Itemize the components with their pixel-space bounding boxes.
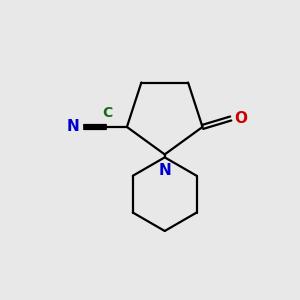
Text: N: N (66, 119, 79, 134)
Text: O: O (234, 111, 247, 126)
Text: N: N (158, 163, 171, 178)
Text: C: C (102, 106, 112, 121)
